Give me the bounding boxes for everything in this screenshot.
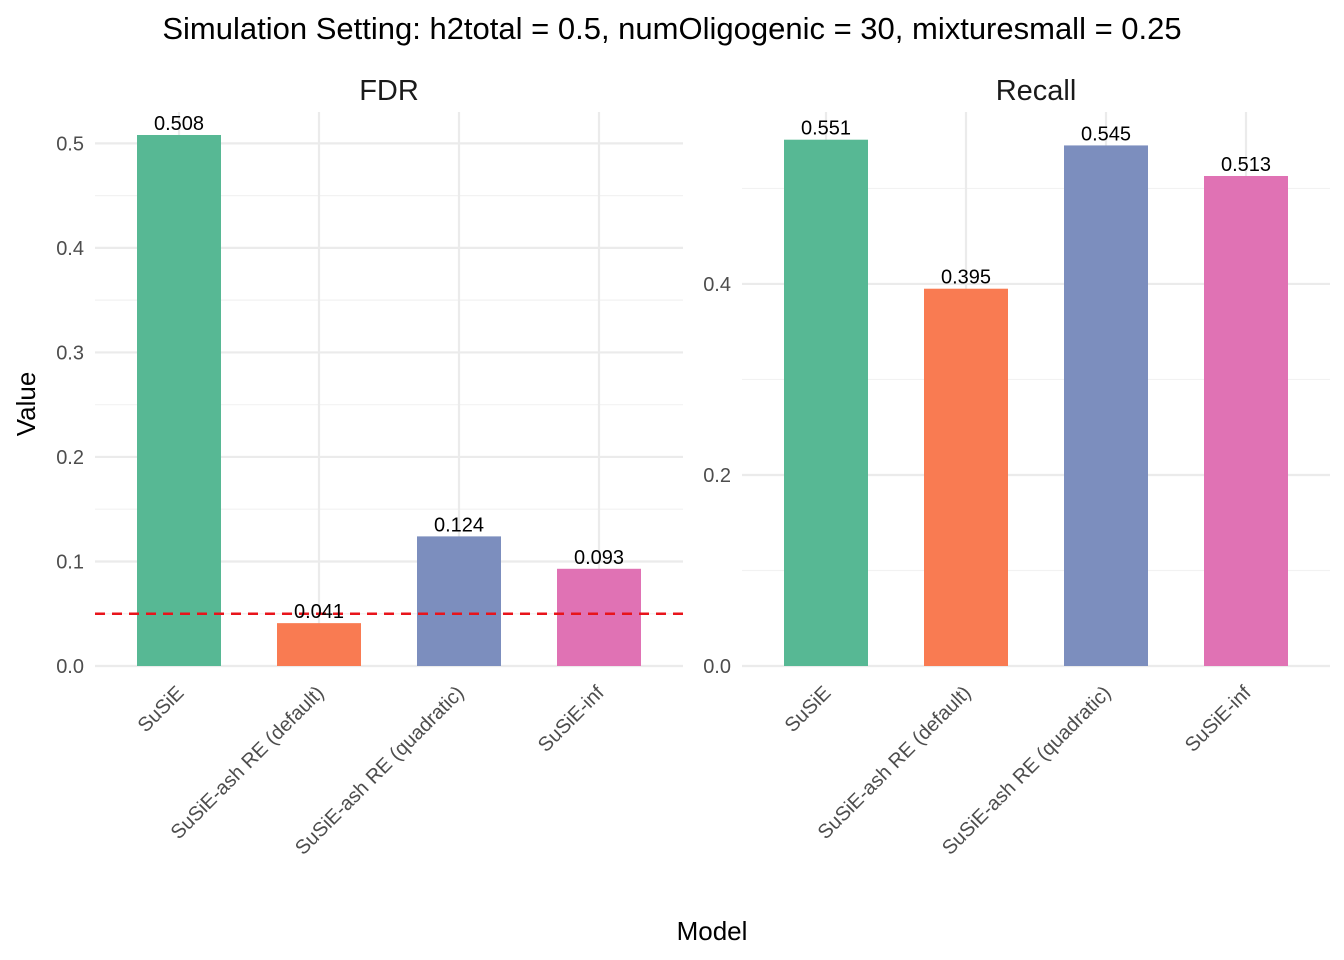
x-axis-label: Model <box>677 916 748 946</box>
panel-fdr: 0.0 0.1 0.2 0.3 0.4 0.5 0.508 0.041 0.124 0.093 FD… <box>56 75 683 859</box>
panel-recall: 0.0 0.2 0.4 0.551 0.395 0.545 0.513 Recall SuSiE… <box>703 75 1330 859</box>
bar-value-label: 0.041 <box>294 601 344 623</box>
y-tick-label: 0.0 <box>703 656 731 678</box>
bar-value-label: 0.545 <box>1081 123 1131 145</box>
x-tick-label: SuSiE-ash RE (default) <box>814 682 976 844</box>
bar-recall <box>784 139 868 666</box>
x-tick-label: SuSiE-inf <box>1181 682 1256 757</box>
y-tick-label: 0.0 <box>56 656 84 678</box>
y-tick-label: 0.2 <box>703 465 731 487</box>
x-tick-label: SuSiE-ash RE (quadratic) <box>938 682 1115 859</box>
bar-value-label: 0.551 <box>801 118 851 140</box>
panel-title: Recall <box>996 75 1077 107</box>
bar-value-label: 0.513 <box>1221 154 1271 176</box>
y-tick-label: 0.5 <box>56 133 84 155</box>
y-tick-label: 0.2 <box>56 447 84 469</box>
y-axis-label: Value <box>11 372 41 437</box>
chart-title: Simulation Setting: h2total = 0.5, numOl… <box>162 11 1181 46</box>
x-tick-label: SuSiE-ash RE (quadratic) <box>291 682 468 859</box>
x-tick-label: SuSiE-inf <box>534 682 609 757</box>
bar-recall <box>924 288 1008 666</box>
y-tick-label: 0.4 <box>56 238 84 260</box>
bar-value-label: 0.508 <box>154 113 204 135</box>
bar-fdr <box>137 134 221 667</box>
chart-panels: 0.0 0.1 0.2 0.3 0.4 0.5 0.508 0.041 0.124 0.093 FD… <box>56 75 1330 859</box>
y-tick-label: 0.1 <box>56 551 84 573</box>
y-tick-label: 0.4 <box>703 274 731 296</box>
panel-title: FDR <box>359 75 419 107</box>
bar-recall <box>1064 145 1148 666</box>
y-tick-label: 0.3 <box>56 342 84 364</box>
x-tick-label: SuSiE <box>781 682 836 737</box>
bar-fdr <box>417 536 501 666</box>
x-tick-label: SuSiE-ash RE (default) <box>167 682 329 844</box>
bar-value-label: 0.124 <box>434 514 484 536</box>
bar-fdr <box>277 623 361 666</box>
bar-recall <box>1204 175 1288 666</box>
x-tick-label: SuSiE <box>134 682 189 737</box>
bar-value-label: 0.395 <box>941 267 991 289</box>
bar-fdr <box>557 568 641 666</box>
bar-value-label: 0.093 <box>574 547 624 569</box>
